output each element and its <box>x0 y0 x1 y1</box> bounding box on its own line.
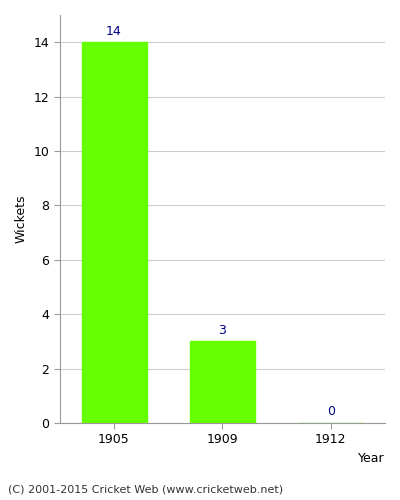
Text: 3: 3 <box>218 324 226 338</box>
Bar <box>82 42 146 423</box>
Text: 14: 14 <box>106 25 122 38</box>
Text: (C) 2001-2015 Cricket Web (www.cricketweb.net): (C) 2001-2015 Cricket Web (www.cricketwe… <box>8 485 283 495</box>
Bar <box>190 342 255 423</box>
Text: 0: 0 <box>327 405 335 418</box>
Y-axis label: Wickets: Wickets <box>15 195 28 244</box>
X-axis label: Year: Year <box>358 452 385 465</box>
